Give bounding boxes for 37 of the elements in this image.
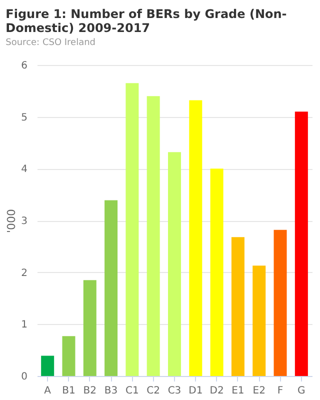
bar <box>168 152 181 376</box>
x-tick-label: F <box>277 386 284 396</box>
x-tick-label: C3 <box>168 386 182 396</box>
y-tick-label: 3 <box>21 216 28 227</box>
bar <box>252 266 266 376</box>
x-tick-label: D1 <box>188 386 203 396</box>
text: Domestic) 2009-2017 <box>6 21 150 35</box>
bar <box>83 280 96 376</box>
bar <box>274 230 287 376</box>
source-note: Source: CSO Ireland <box>6 38 96 48</box>
bar <box>104 200 118 376</box>
bar <box>294 112 308 376</box>
bar <box>126 83 139 376</box>
x-tick-label: C2 <box>146 386 160 396</box>
x-tick-label: B3 <box>104 386 118 396</box>
x-tick-label: E2 <box>252 386 266 396</box>
y-tick-label: 0 <box>21 372 28 382</box>
x-tick-label: B1 <box>62 386 76 396</box>
y-tick-label: 2 <box>21 268 28 279</box>
y-tick-label: 1 <box>21 320 28 331</box>
bar <box>146 96 160 376</box>
x-tick-label: C1 <box>126 386 139 396</box>
bar <box>210 168 224 376</box>
x-tick-label: B2 <box>83 386 96 396</box>
y-tick-label: 5 <box>21 112 28 124</box>
bar <box>189 100 202 376</box>
bar <box>231 237 244 376</box>
bar <box>41 356 54 376</box>
text: Figure 1: Number of BERs by Grade (Non- <box>6 7 287 21</box>
x-tick-label: G <box>298 386 306 396</box>
x-tick-label: A <box>44 386 52 396</box>
y-tick-label: 4 <box>21 164 28 176</box>
x-tick-label: D2 <box>210 386 224 396</box>
x-tick-label: E1 <box>232 386 244 396</box>
y-axis-title: '000 <box>5 208 18 234</box>
y-tick-label: 6 <box>21 60 28 72</box>
bar <box>62 336 76 376</box>
